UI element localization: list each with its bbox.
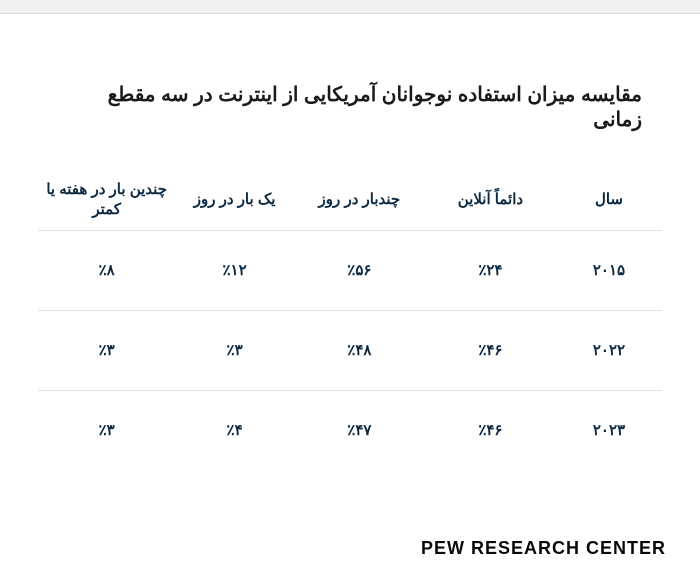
table-row: ۲۰۲۲٪۴۶٪۴۸٪۳٪۳ bbox=[38, 310, 662, 390]
table-body: ۲۰۱۵٪۲۴٪۵۶٪۱۲٪۸۲۰۲۲٪۴۶٪۴۸٪۳٪۳۲۰۲۳٪۴۶٪۴۷٪… bbox=[38, 230, 662, 470]
table-head: سالدائماً آنلاینچندبار در روزیک بار در ر… bbox=[38, 170, 662, 230]
cell-once_day: ٪۳ bbox=[175, 310, 294, 390]
col-header-year: سال bbox=[556, 170, 662, 230]
cell-always_online: ٪۲۴ bbox=[425, 230, 556, 310]
page: مقایسه میزان استفاده نوجوانان آمریکایی ا… bbox=[0, 0, 700, 583]
cell-year: ۲۰۲۳ bbox=[556, 390, 662, 470]
col-header-few_week: چندین بار در هفته یا کمتر bbox=[38, 170, 175, 230]
cell-few_week: ٪۳ bbox=[38, 390, 175, 470]
col-header-once_day: یک بار در روز bbox=[175, 170, 294, 230]
cell-several_day: ٪۵۶ bbox=[294, 230, 425, 310]
cell-always_online: ٪۴۶ bbox=[425, 390, 556, 470]
page-title: مقایسه میزان استفاده نوجوانان آمریکایی ا… bbox=[58, 82, 642, 132]
cell-once_day: ٪۴ bbox=[175, 390, 294, 470]
top-bar bbox=[0, 0, 700, 14]
col-header-always_online: دائماً آنلاین bbox=[425, 170, 556, 230]
cell-few_week: ٪۳ bbox=[38, 310, 175, 390]
cell-several_day: ٪۴۸ bbox=[294, 310, 425, 390]
cell-few_week: ٪۸ bbox=[38, 230, 175, 310]
cell-year: ۲۰۲۲ bbox=[556, 310, 662, 390]
cell-always_online: ٪۴۶ bbox=[425, 310, 556, 390]
col-header-several_day: چندبار در روز bbox=[294, 170, 425, 230]
table-row: ۲۰۲۳٪۴۶٪۴۷٪۴٪۳ bbox=[38, 390, 662, 470]
cell-several_day: ٪۴۷ bbox=[294, 390, 425, 470]
cell-year: ۲۰۱۵ bbox=[556, 230, 662, 310]
source-label: PEW RESEARCH CENTER bbox=[421, 538, 666, 559]
header-row: سالدائماً آنلاینچندبار در روزیک بار در ر… bbox=[38, 170, 662, 230]
data-table: سالدائماً آنلاینچندبار در روزیک بار در ر… bbox=[38, 170, 662, 470]
cell-once_day: ٪۱۲ bbox=[175, 230, 294, 310]
table-row: ۲۰۱۵٪۲۴٪۵۶٪۱۲٪۸ bbox=[38, 230, 662, 310]
